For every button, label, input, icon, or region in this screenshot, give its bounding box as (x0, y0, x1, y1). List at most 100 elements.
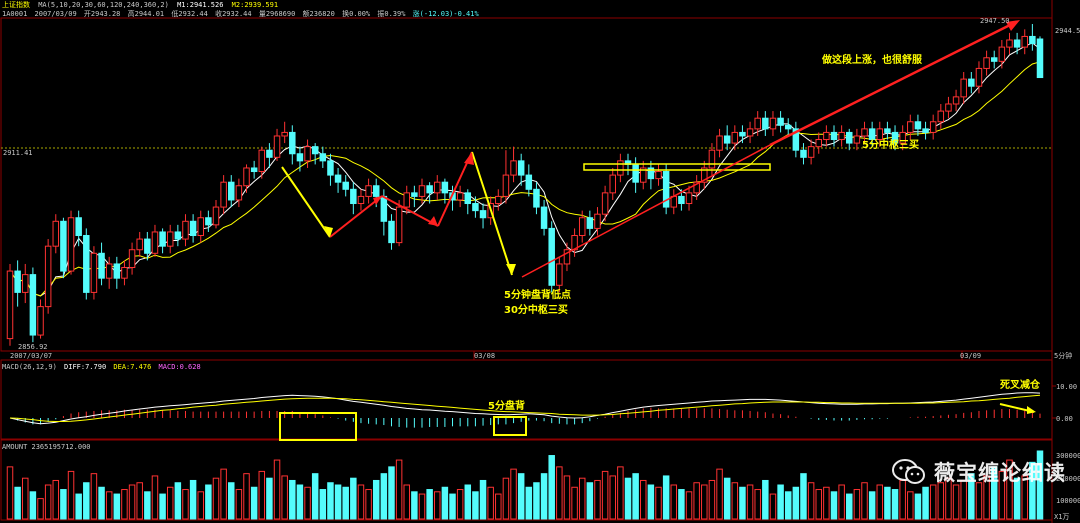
candle[interactable] (632, 157, 639, 193)
candle[interactable] (22, 263, 29, 304)
candle[interactable] (472, 196, 479, 218)
candle[interactable] (67, 210, 75, 275)
candle[interactable] (189, 214, 197, 243)
candle[interactable] (823, 125, 830, 147)
candle[interactable] (884, 121, 891, 140)
candle[interactable] (205, 210, 212, 232)
candle[interactable] (212, 199, 220, 229)
candle[interactable] (60, 217, 67, 279)
candle[interactable] (495, 189, 502, 211)
candle[interactable] (830, 125, 838, 147)
candle[interactable] (197, 210, 204, 243)
candle[interactable] (357, 189, 365, 211)
candle[interactable] (479, 203, 487, 229)
candle[interactable] (960, 71, 967, 104)
candle[interactable] (952, 89, 960, 112)
candle[interactable] (891, 125, 899, 151)
candle[interactable] (769, 111, 777, 136)
candle[interactable] (75, 210, 82, 247)
candle[interactable] (1013, 32, 1021, 55)
candle[interactable] (334, 167, 342, 193)
candle[interactable] (716, 128, 723, 158)
candle[interactable] (266, 143, 273, 168)
candle[interactable] (296, 146, 304, 172)
candle[interactable] (907, 114, 914, 140)
candle[interactable] (762, 111, 769, 136)
candle[interactable] (90, 246, 98, 300)
candle[interactable] (792, 121, 800, 158)
candle[interactable] (723, 125, 731, 151)
candle[interactable] (609, 167, 616, 200)
candle[interactable] (853, 128, 861, 151)
candle[interactable] (601, 185, 609, 222)
candle[interactable] (571, 228, 578, 257)
candle[interactable] (174, 224, 182, 247)
candle[interactable] (395, 199, 403, 247)
candle[interactable] (418, 178, 426, 204)
candle[interactable] (243, 164, 250, 193)
candle[interactable] (44, 239, 52, 314)
candle[interactable] (540, 199, 548, 236)
candle[interactable] (983, 50, 990, 76)
candle[interactable] (876, 121, 884, 147)
candle[interactable] (868, 121, 876, 147)
candle[interactable] (861, 121, 868, 144)
candle[interactable] (594, 207, 601, 236)
candle[interactable] (144, 231, 151, 261)
candle[interactable] (914, 114, 922, 136)
candle[interactable] (739, 125, 746, 144)
candle[interactable] (6, 263, 14, 346)
candle[interactable] (228, 175, 235, 208)
candle[interactable] (1029, 24, 1036, 51)
candle[interactable] (556, 256, 563, 293)
candle[interactable] (273, 128, 281, 161)
candle[interactable] (945, 96, 952, 119)
candle[interactable] (52, 214, 60, 254)
candle[interactable] (235, 178, 243, 208)
candle[interactable] (617, 153, 624, 183)
candle[interactable] (685, 185, 693, 211)
candle[interactable] (670, 189, 678, 215)
candle[interactable] (731, 125, 739, 151)
candle[interactable] (937, 103, 945, 129)
candle[interactable] (456, 185, 464, 208)
candle[interactable] (151, 224, 159, 257)
candle[interactable] (327, 153, 334, 186)
candle[interactable] (289, 125, 296, 165)
candle[interactable] (701, 160, 708, 190)
candle[interactable] (990, 50, 998, 69)
candle[interactable] (502, 150, 510, 204)
candle[interactable] (464, 189, 472, 215)
candle[interactable] (647, 160, 655, 190)
candle[interactable] (98, 242, 105, 286)
candle[interactable] (929, 114, 937, 140)
candle[interactable] (968, 71, 975, 94)
candle[interactable] (807, 139, 815, 165)
candle[interactable] (693, 175, 700, 200)
candle[interactable] (563, 242, 571, 272)
candle[interactable] (578, 210, 586, 243)
candle[interactable] (29, 267, 37, 343)
candle[interactable] (510, 146, 517, 183)
period-label[interactable]: 5分钟 (1054, 351, 1072, 360)
candle[interactable] (784, 118, 792, 136)
candle[interactable] (220, 175, 227, 215)
candle[interactable] (1021, 29, 1028, 55)
candle[interactable] (37, 299, 44, 339)
candle[interactable] (250, 160, 258, 179)
candle[interactable] (586, 210, 594, 236)
candle[interactable] (166, 224, 174, 254)
candle[interactable] (258, 146, 266, 179)
candle[interactable] (815, 132, 822, 154)
candle[interactable] (311, 143, 319, 165)
candle[interactable] (838, 125, 845, 147)
candle[interactable] (441, 178, 449, 204)
candle[interactable] (975, 61, 983, 94)
candle[interactable] (525, 164, 533, 197)
candle[interactable] (899, 125, 906, 151)
candle[interactable] (998, 39, 1006, 69)
candle[interactable] (800, 143, 807, 165)
candle[interactable] (655, 164, 662, 186)
candle[interactable] (105, 256, 113, 289)
candle[interactable] (136, 231, 143, 257)
